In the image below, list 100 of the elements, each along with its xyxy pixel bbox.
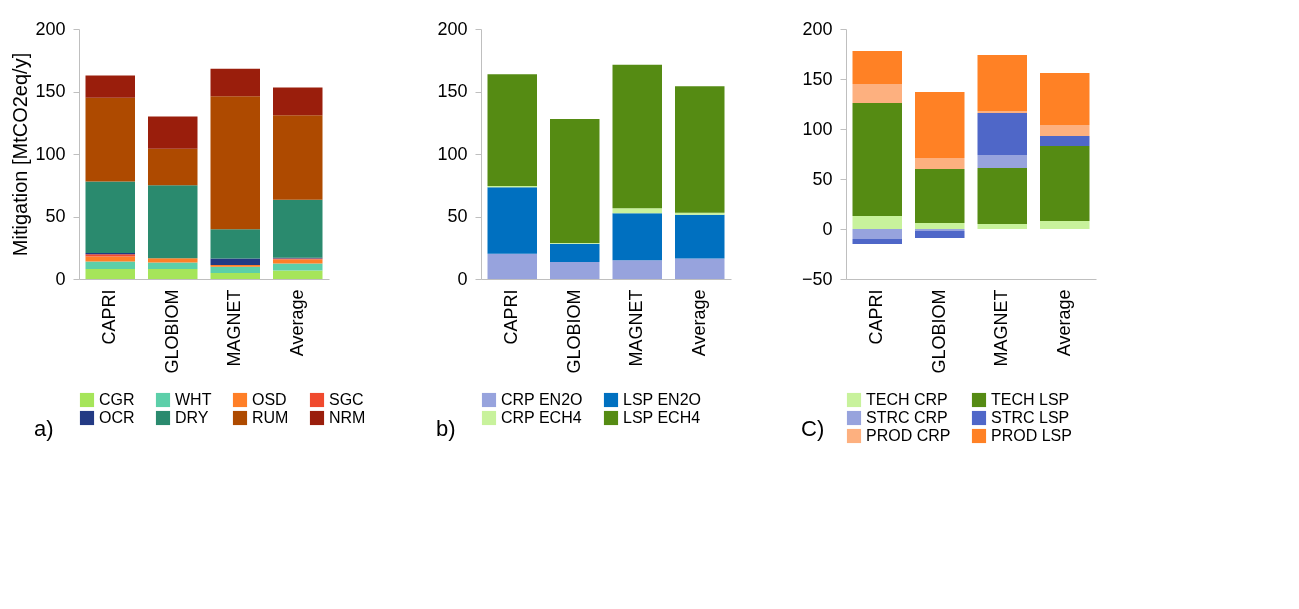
bar [852,103,902,216]
y-tick-label: 150 [802,68,833,89]
legend-label: WHT [175,391,212,408]
x-tick-label: MAGNET [991,289,1012,367]
bar [1040,146,1090,221]
bar [852,216,902,229]
y-tick-label: 200 [35,18,66,39]
bar [915,92,965,158]
x-tick-label: CAPRI [866,289,887,345]
bar [487,74,537,186]
x-tick-label: Average [688,289,709,357]
text: a) [34,416,54,441]
bar [85,261,135,269]
legend-label: CRP EN2O [501,391,583,408]
bar [273,199,323,258]
legend-label: PROD LSP [991,427,1072,444]
bar [148,116,198,149]
bar [977,168,1027,224]
bar [148,258,198,263]
legend-label: OSD [252,391,287,408]
y-tick-label: 50 [812,168,833,189]
bar [915,169,965,223]
legend-label: LSP ECH4 [623,409,701,426]
legend-label: SGC [329,391,364,408]
x-tick-label: Average [1053,289,1074,357]
bar [550,262,600,279]
legend-label: TECH LSP [991,391,1070,408]
bar [550,243,600,262]
x-tick-label: GLOBIOM [928,289,949,374]
legend-label: TECH CRP [866,391,948,408]
bar [1040,221,1090,229]
x-tick-label: MAGNET [626,289,647,367]
text: b) [436,416,456,441]
bar [210,68,260,97]
y-tick-label: 100 [35,143,66,164]
bar [85,97,135,182]
bar [675,214,725,259]
legend-label: NRM [329,409,366,426]
legend-label: LSP EN2O [623,391,701,408]
bar [487,187,537,254]
x-tick-label: GLOBIOM [563,289,584,374]
bar [273,270,323,279]
legend-label: STRC CRP [866,409,948,426]
bar [915,231,965,238]
y-tick-label: 100 [802,118,833,139]
y-tick-label: 0 [457,268,468,289]
y-tick-label: 150 [437,81,468,101]
bar [977,113,1027,155]
y-tick-label: 200 [437,18,468,39]
legend-label: PROD CRP [866,427,951,444]
bar [915,223,965,229]
bar [210,266,260,273]
bar [210,96,260,230]
x-tick-label: CAPRI [501,289,522,345]
bar [210,258,260,265]
bar [612,64,662,209]
x-tick-label: MAGNET [224,289,245,367]
bar [85,268,135,279]
bar [273,263,323,271]
y-tick-label: 0 [822,218,833,239]
bar [675,86,725,213]
legend-label: STRC LSP [991,409,1070,426]
bar [148,262,198,269]
y-tick-label: 100 [437,143,468,164]
bar [148,148,198,186]
bar [852,239,902,244]
y-tick-label: 200 [802,18,833,39]
bar [1040,136,1090,146]
bar [612,213,662,261]
y-axis-title: Mitigation [MtCO2eq/y] [9,52,32,257]
bar [550,118,600,243]
bar [977,155,1027,168]
bar [977,55,1027,111]
bar [210,273,260,279]
y-tick-label: 50 [447,206,468,226]
bar [612,260,662,279]
legend-label: RUM [252,409,289,426]
bar [273,87,323,116]
x-tick-label: GLOBIOM [161,289,182,374]
bar [977,224,1027,229]
bar [852,84,902,103]
bar [852,51,902,84]
bar [210,229,260,259]
bar [85,256,135,262]
bar [612,208,662,214]
bar [915,158,965,169]
legend-label: DRY [175,409,209,426]
bar [675,212,725,215]
x-tick-label: CAPRI [99,289,120,345]
bar [85,75,135,98]
bar [148,185,198,259]
y-tick-label: 0 [55,268,66,289]
y-tick-label: 150 [35,81,66,101]
bar [852,229,902,239]
legend-label: CRP ECH4 [501,409,582,426]
bar [675,258,725,279]
y-tick-label: 50 [45,206,66,226]
legend-label: OCR [99,409,135,426]
x-tick-label: Average [286,289,307,357]
bar [1040,73,1090,125]
